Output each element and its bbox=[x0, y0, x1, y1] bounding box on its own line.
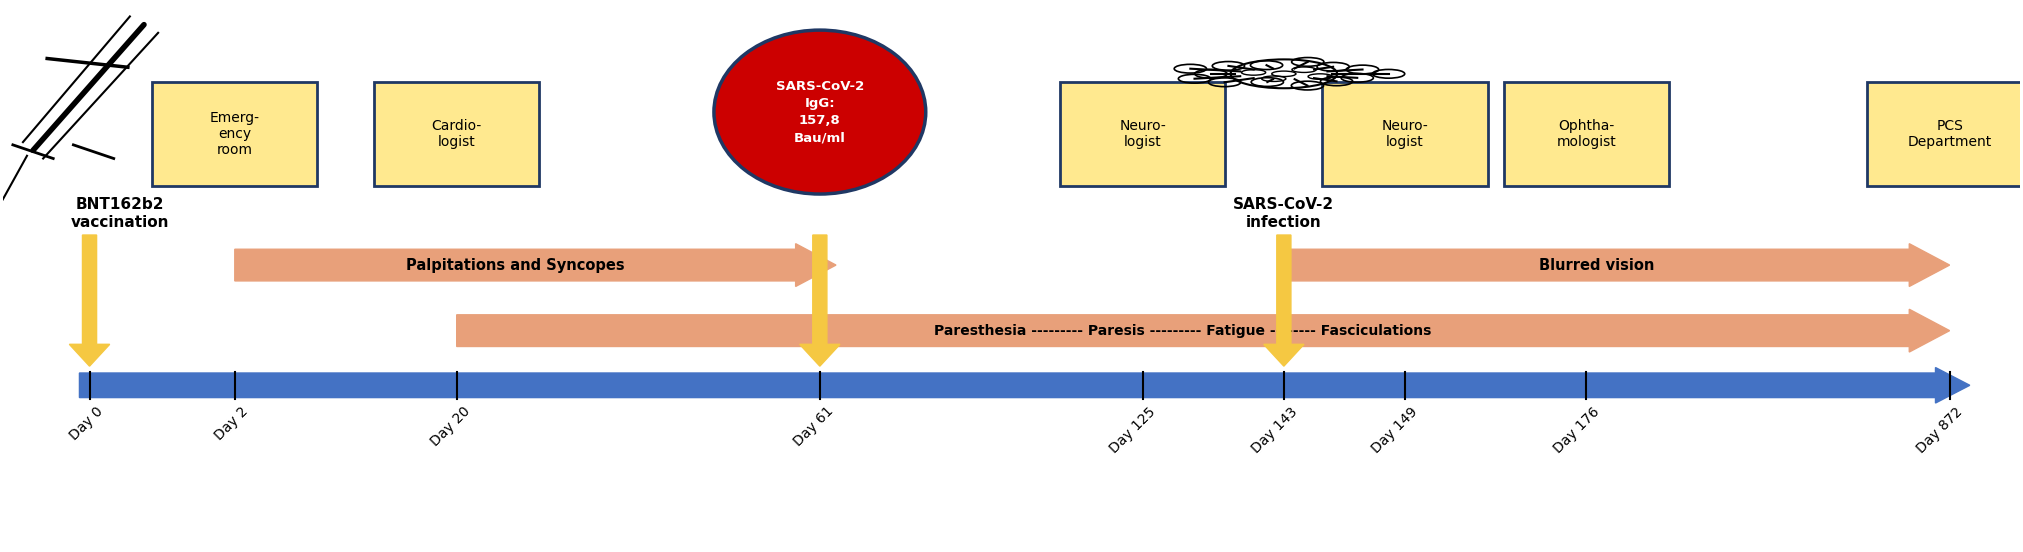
FancyArrow shape bbox=[457, 309, 1950, 352]
Text: Ophtha-
mologist: Ophtha- mologist bbox=[1556, 119, 1616, 149]
FancyArrow shape bbox=[799, 235, 840, 366]
Text: Day 125: Day 125 bbox=[1107, 405, 1159, 455]
FancyBboxPatch shape bbox=[1503, 82, 1669, 186]
FancyArrow shape bbox=[69, 235, 109, 366]
FancyArrow shape bbox=[235, 243, 835, 286]
FancyBboxPatch shape bbox=[374, 82, 540, 186]
Text: PCS
Department: PCS Department bbox=[1908, 119, 1993, 149]
Text: Palpitations and Syncopes: Palpitations and Syncopes bbox=[407, 258, 625, 273]
Text: Day 176: Day 176 bbox=[1552, 405, 1602, 456]
Text: BNT162b2
vaccination: BNT162b2 vaccination bbox=[71, 197, 170, 230]
FancyArrow shape bbox=[79, 368, 1970, 403]
Text: Paresthesia --------- Paresis --------- Fatigue -------- Fasciculations: Paresthesia --------- Paresis --------- … bbox=[935, 323, 1432, 338]
Text: SARS-CoV-2
infection: SARS-CoV-2 infection bbox=[1234, 197, 1335, 230]
Text: Day 61: Day 61 bbox=[791, 405, 835, 449]
FancyBboxPatch shape bbox=[1060, 82, 1226, 186]
Text: Day 143: Day 143 bbox=[1248, 405, 1301, 455]
Ellipse shape bbox=[714, 30, 927, 194]
Text: Day 0: Day 0 bbox=[67, 405, 105, 443]
FancyBboxPatch shape bbox=[152, 82, 318, 186]
Text: Emerg-
ency
room: Emerg- ency room bbox=[210, 111, 259, 157]
Text: Day 20: Day 20 bbox=[427, 405, 473, 449]
Text: SARS-CoV-2
IgG:
157,8
Bau/ml: SARS-CoV-2 IgG: 157,8 Bau/ml bbox=[775, 80, 864, 144]
Text: Cardio-
logist: Cardio- logist bbox=[431, 119, 481, 149]
Text: Day 149: Day 149 bbox=[1370, 405, 1420, 456]
Text: Neuro-
logist: Neuro- logist bbox=[1119, 119, 1165, 149]
Text: Neuro-
logist: Neuro- logist bbox=[1382, 119, 1428, 149]
FancyBboxPatch shape bbox=[1867, 82, 2023, 186]
Circle shape bbox=[1230, 60, 1337, 88]
Text: Blurred vision: Blurred vision bbox=[1540, 258, 1655, 273]
Text: Day 2: Day 2 bbox=[212, 405, 251, 443]
FancyArrow shape bbox=[1285, 243, 1950, 286]
FancyBboxPatch shape bbox=[1323, 82, 1487, 186]
Text: Day 872: Day 872 bbox=[1914, 405, 1966, 455]
FancyArrow shape bbox=[1264, 235, 1305, 366]
